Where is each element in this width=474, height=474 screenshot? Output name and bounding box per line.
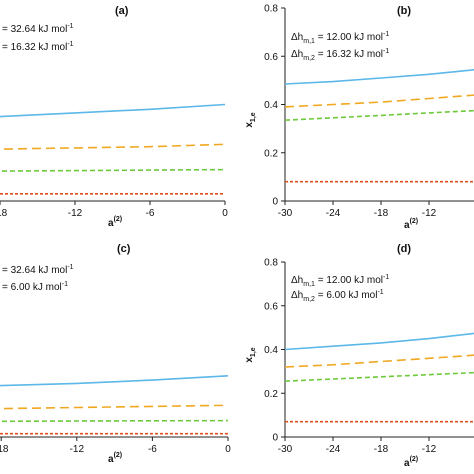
y-tick-label: 0.2 [264,389,278,400]
series-line-2 [0,143,225,150]
enthalpy-annotation: = 16.32 kJ mol-1 [2,41,74,53]
y-tick-label: 0.8 [264,258,278,269]
chart-panel-a: -24-18-12-60(a)= 32.64 kJ mol-1= 16.32 k… [0,5,228,229]
y-tick-label: 0.6 [264,52,278,63]
x-tick-label: -24 [326,208,341,219]
x-tick-label: -12 [422,208,437,219]
x-tick-label: -18 [0,444,9,455]
enthalpy-annotation: = 32.64 kJ mol-1 [2,23,74,35]
enthalpy-annotation: Δhm,2 = 6.00 kJ mol-1 [291,289,384,303]
series-line-3 [0,168,225,172]
enthalpy-annotation: Δhm,1 = 12.00 kJ mol-1 [291,31,389,45]
x-axis-label: a(2) [404,456,418,469]
series-line-2 [285,354,474,368]
y-tick-label: 0 [272,197,278,208]
y-axis-label: x1,e [244,112,257,127]
y-tick-label: 0.6 [264,301,278,312]
y-tick-label: 0 [272,433,278,444]
series-line-3 [0,419,228,423]
enthalpy-annotation: = 6.00 kJ mol-1 [2,281,68,293]
chart-panel-c: -24-18-12-60(c)= 32.64 kJ mol-1= 6.00 kJ… [0,243,231,465]
enthalpy-annotation: = 32.64 kJ mol-1 [2,264,74,276]
x-tick-label: 0 [222,208,228,219]
series-line-3 [285,371,474,382]
x-tick-label: 0 [225,444,231,455]
y-tick-label: 0.4 [264,345,278,356]
series-line-1 [285,332,474,351]
chart-panel-b: -30 -24 -18 -12 0 0.2 0.4 0.6 0.8 (b) Δhm,1 = 12.0… [244,4,474,231]
x-tick-label: -18 [374,208,389,219]
x-tick-label: -12 [68,208,83,219]
series-line-2 [285,94,474,108]
y-tick-label: 0.8 [264,4,278,15]
enthalpy-annotation: Δhm,1 = 12.00 kJ mol-1 [291,274,389,288]
panel-label: (b) [397,5,411,17]
series-line-2 [0,404,228,410]
panel-label: (d) [397,243,411,255]
x-tick-label: -30 [278,208,293,219]
x-tick-label: -6 [146,208,155,219]
x-axis-label: a(2) [108,216,122,229]
series-line-3 [285,109,474,121]
y-axis-label: x1,e [244,347,257,362]
x-axis-label: a(2) [404,218,418,231]
series-line-1 [0,375,228,387]
series-line-1 [0,103,225,118]
x-tick-label: -12 [422,444,437,455]
x-tick-label: -30 [278,444,293,455]
x-tick-label: -6 [148,444,157,455]
x-tick-label: -24 [326,444,341,455]
chart-panel-d: -30 -24 -18 -12 0 0.2 0.4 0.6 0.8 (d) Δhm,1 = 12.0… [244,243,474,469]
x-tick-label: -18 [374,444,389,455]
enthalpy-annotation: Δhm,2 = 16.32 kJ mol-1 [291,48,389,62]
x-tick-label: -18 [0,208,8,219]
panel-label: (a) [115,5,129,17]
panel-label: (c) [117,243,131,255]
y-tick-label: 0.2 [264,148,278,159]
x-axis-label: a(2) [108,452,122,465]
x-tick-label: -12 [70,444,85,455]
series-line-1 [285,68,474,85]
y-tick-label: 0.4 [264,100,278,111]
